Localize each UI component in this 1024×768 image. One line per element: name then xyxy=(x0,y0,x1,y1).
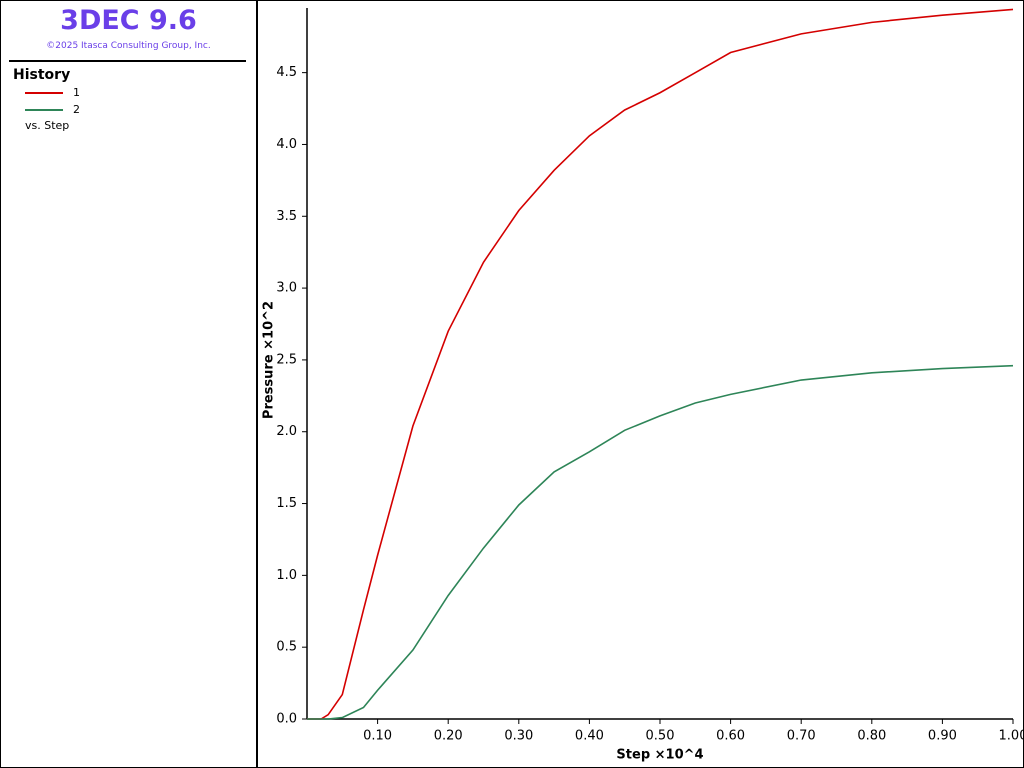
x-tick-label: 1.00 xyxy=(999,729,1023,744)
sidebar: 3DEC 9.6 ©2025 Itasca Consulting Group, … xyxy=(1,1,258,767)
app-title: 3DEC 9.6 xyxy=(60,5,197,36)
x-tick-label: 0.30 xyxy=(504,729,533,744)
chart: Pressure ×10^2 Step ×10^4 0.0 0.5 1.0 1.5 2.… xyxy=(262,8,1023,763)
y-tick-label: 0.5 xyxy=(276,640,297,655)
y-tick-label: 1.0 xyxy=(276,568,297,583)
x-tick-label: 0.70 xyxy=(787,729,816,744)
divider xyxy=(9,60,246,62)
y-tick-label: 3.0 xyxy=(276,281,297,296)
x-variable: vs. Step xyxy=(25,119,70,132)
x-tick-label: 0.60 xyxy=(716,729,745,744)
series-line xyxy=(307,364,1014,720)
x-tick-label: 0.50 xyxy=(646,729,675,744)
x-tick-label: 0.90 xyxy=(928,729,957,744)
x-tick-label: 0.20 xyxy=(434,729,463,744)
y-axis-label: Pressure ×10^2 xyxy=(262,301,277,419)
series-line xyxy=(307,8,1014,720)
x-tick-label: 0.10 xyxy=(363,729,392,744)
x-tick-label: 0.80 xyxy=(857,729,886,744)
x-axis-label: Step ×10^4 xyxy=(616,748,703,763)
legend-heading: History xyxy=(13,67,71,83)
y-tick-label: 4.5 xyxy=(276,65,297,80)
y-tick-label: 1.5 xyxy=(276,496,297,511)
y-tick-label: 2.0 xyxy=(276,424,297,439)
y-tick-label: 3.5 xyxy=(276,209,297,224)
y-tick-label: 0.0 xyxy=(276,712,297,727)
copyright: ©2025 Itasca Consulting Group, Inc. xyxy=(46,41,211,51)
y-tick-label: 2.5 xyxy=(276,352,297,367)
legend-label: 2 xyxy=(73,103,80,116)
legend-label: 1 xyxy=(73,86,80,99)
y-tick-label: 4.0 xyxy=(276,137,297,152)
legend-swatch xyxy=(25,92,63,94)
legend-swatch xyxy=(25,109,63,111)
x-tick-label: 0.40 xyxy=(575,729,604,744)
